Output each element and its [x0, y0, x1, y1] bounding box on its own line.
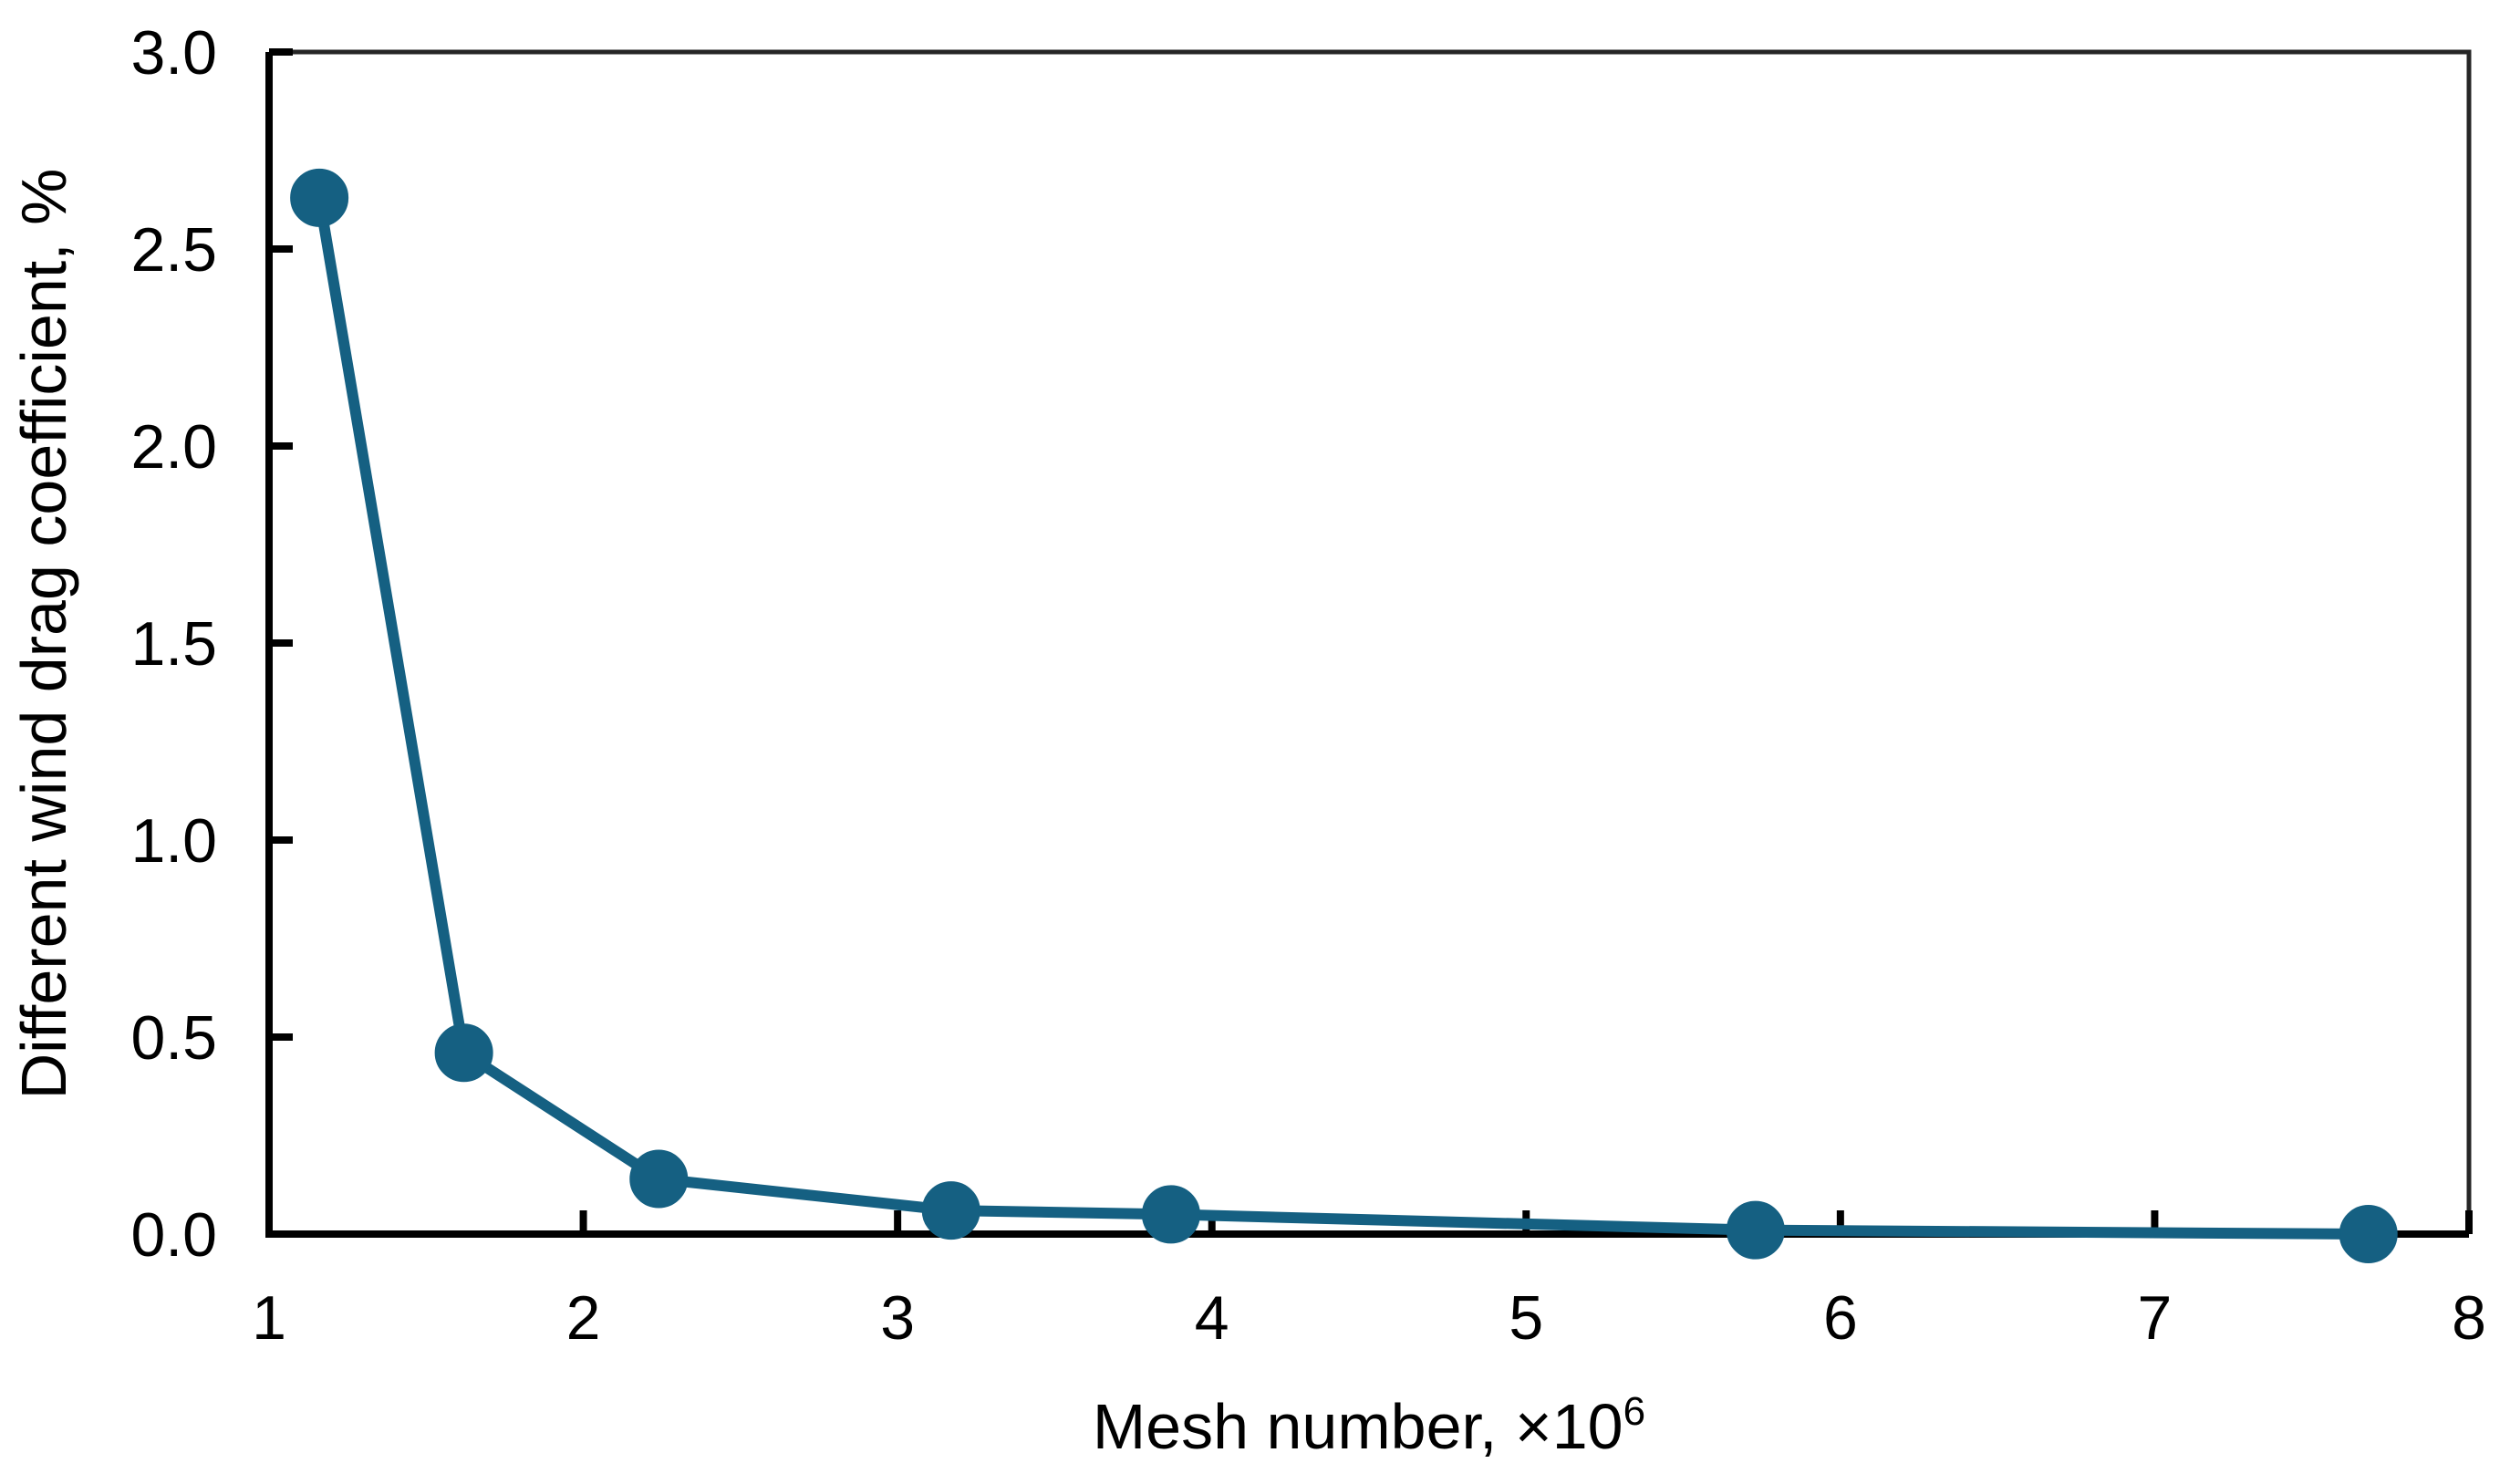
y-tick-label: 0.5	[130, 1003, 217, 1073]
y-tick-label: 1.5	[130, 609, 217, 679]
y-tick-label: 2.5	[130, 215, 217, 285]
y-axis-title: Different wind drag coefficient, %	[8, 169, 79, 1100]
axis-lines	[265, 52, 2469, 1238]
data-point-marker	[290, 168, 349, 227]
x-tick-label: 3	[880, 1283, 915, 1353]
x-tick-label: 1	[252, 1283, 286, 1353]
data-point-marker	[434, 1023, 493, 1083]
x-tick-label: 6	[1823, 1283, 1858, 1353]
x-tick-label: 4	[1195, 1283, 1229, 1353]
data-point-marker	[629, 1149, 689, 1209]
data-point-marker	[2339, 1205, 2398, 1263]
data-point-marker	[1141, 1185, 1200, 1244]
series-line	[314, 196, 2369, 1240]
data-point-marker	[1726, 1200, 1785, 1260]
x-tick-label: 8	[2452, 1283, 2486, 1353]
x-tick-label: 7	[2138, 1283, 2173, 1353]
x-axis-title-base: Mesh number, ×10	[1093, 1391, 1623, 1462]
y-tick-label: 0.0	[130, 1200, 217, 1270]
plot-border	[269, 49, 2472, 1234]
y-tick-label: 2.0	[130, 412, 217, 482]
y-tick-label: 3.0	[130, 18, 217, 88]
data-point-marker	[921, 1181, 980, 1240]
x-tick-label: 2	[566, 1283, 601, 1353]
x-axis-title: Mesh number, ×106	[1093, 1389, 1645, 1462]
x-axis-title-exponent: 6	[1623, 1389, 1645, 1434]
y-tick-label: 1.0	[130, 806, 217, 876]
x-tick-label: 5	[1509, 1283, 1543, 1353]
